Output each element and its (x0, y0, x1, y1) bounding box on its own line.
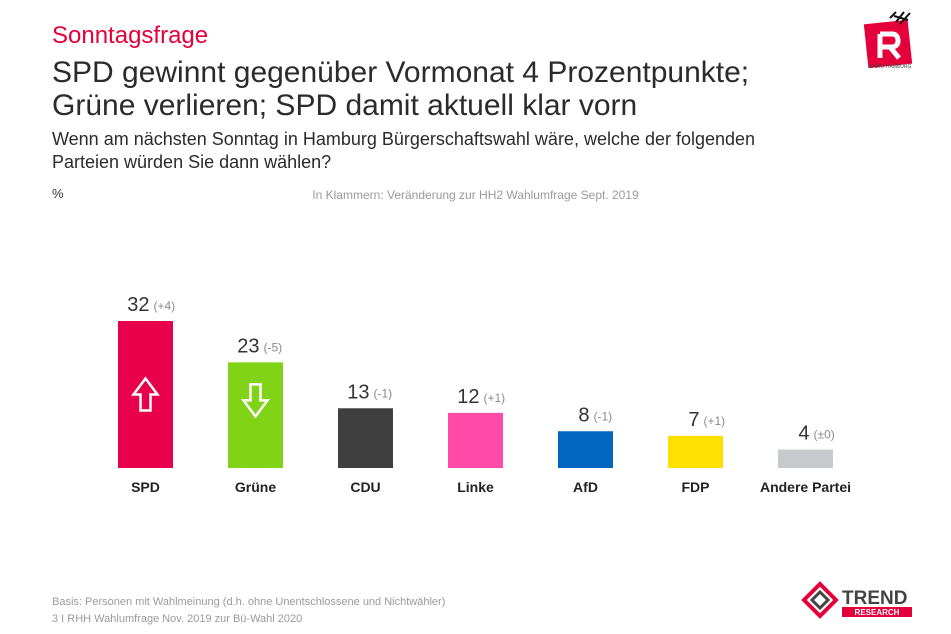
value-label-afd: 8 (578, 404, 589, 426)
category-label-andere-partei: Andere Partei (760, 479, 851, 495)
change-label-andere-partei: (±0) (814, 428, 835, 442)
bar-cdu (338, 408, 393, 468)
value-label-andere-partei: 4 (798, 423, 809, 445)
change-label-grüne: (-5) (264, 340, 283, 354)
bar-fdp (668, 435, 723, 468)
logo-research-bar (842, 607, 912, 617)
arrow-down-icon (241, 383, 270, 419)
category-label-afd: AfD (573, 479, 598, 495)
logo-brand-text: RADIO HAMBURG (869, 64, 912, 70)
question-line-1: Wenn am nächsten Sonntag in Hamburg Bürg… (52, 129, 756, 149)
chart-kicker: Sonntagsfrage (52, 22, 209, 49)
footer-basis: Basis: Personen mit Wahlmeinung (d.h. oh… (52, 596, 446, 608)
logo-scribble (889, 11, 911, 25)
bar-andere-partei (778, 449, 833, 468)
category-label-cdu: CDU (350, 479, 380, 495)
headline-line-1: SPD gewinnt gegenüber Vormonat 4 Prozent… (52, 56, 750, 89)
logo-research-text: RESEARCH (855, 608, 900, 617)
value-label-spd: 32 (127, 294, 149, 316)
radio-hamburg-logo: RADIO HAMBURG (863, 11, 913, 70)
category-label-grüne: Grüne (235, 479, 276, 495)
survey-question: Wenn am nächsten Sonntag in Hamburg Bürg… (52, 128, 842, 174)
trend-research-logo: TREND RESEARCH (801, 581, 912, 619)
logo-r-letter (877, 31, 901, 60)
change-label-spd: (+4) (154, 299, 176, 313)
logo-red-square (863, 19, 913, 69)
question-line-2: Parteien würden Sie dann wählen? (52, 152, 332, 172)
value-label-linke: 12 (457, 386, 479, 408)
change-label-fdp: (+1) (704, 414, 726, 428)
value-label-grüne: 23 (237, 335, 259, 357)
footer-source: 3 I RHH Wahlumfrage Nov. 2019 zur Bü-Wah… (52, 613, 303, 625)
category-label-linke: Linke (457, 479, 494, 495)
chart-headline: SPD gewinnt gegenüber Vormonat 4 Prozent… (52, 56, 852, 122)
value-label-cdu: 13 (347, 381, 369, 403)
logo-diamond (801, 581, 839, 619)
category-label-spd: SPD (131, 479, 160, 495)
logo-inner-diamond (809, 589, 831, 611)
unit-label: % (52, 186, 64, 201)
change-note: In Klammern: Veränderung zur HH2 Wahlumf… (312, 188, 639, 202)
bar-spd (118, 321, 173, 468)
category-label-fdp: FDP (682, 479, 710, 495)
bar-linke (448, 412, 503, 468)
change-label-linke: (+1) (484, 391, 506, 405)
change-label-afd: (-1) (594, 409, 613, 423)
value-label-fdp: 7 (688, 409, 699, 431)
headline-line-2: Grüne verlieren; SPD damit aktuell klar … (52, 89, 638, 122)
logo-trend-text: TREND (842, 588, 907, 609)
bar-afd (558, 431, 613, 468)
change-label-cdu: (-1) (374, 386, 393, 400)
arrow-up-icon (131, 376, 160, 412)
